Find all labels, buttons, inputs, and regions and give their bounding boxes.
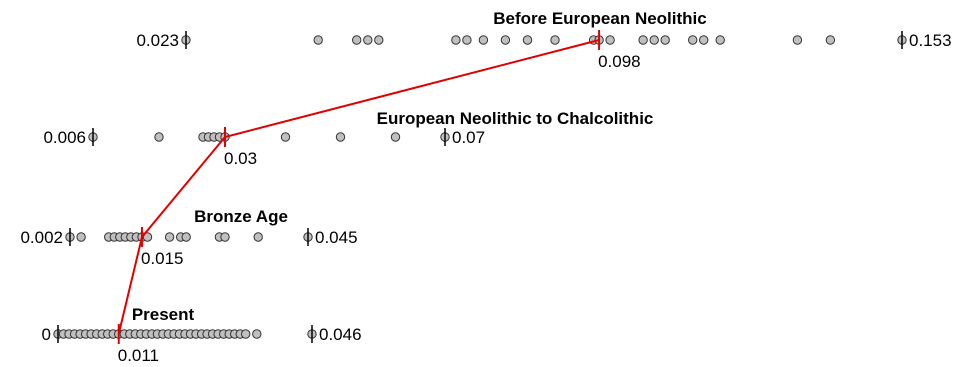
- data-point-european-neolithic-to-chalcolithic: [335, 132, 346, 142]
- min-label-bronze-age: 0.002: [20, 228, 63, 247]
- data-point-before-european-neolithic: [715, 35, 725, 45]
- max-label-before-european-neolithic: 0.153: [909, 31, 952, 50]
- data-point-before-european-neolithic: [550, 35, 560, 45]
- data-point-before-european-neolithic: [478, 35, 489, 45]
- data-point-before-european-neolithic: [500, 35, 511, 45]
- median-label-before-european-neolithic: 0.098: [598, 52, 641, 71]
- data-point-before-european-neolithic: [605, 35, 615, 45]
- data-point-before-european-neolithic: [522, 35, 533, 45]
- data-point-present: [241, 329, 251, 339]
- max-label-present: 0.046: [319, 325, 362, 344]
- data-point-before-european-neolithic: [688, 35, 698, 45]
- data-point-before-european-neolithic: [313, 35, 323, 45]
- series-title-present: Present: [132, 305, 195, 324]
- data-point-before-european-neolithic: [352, 35, 362, 45]
- data-point-before-european-neolithic: [825, 35, 836, 45]
- max-label-bronze-age: 0.045: [315, 228, 358, 247]
- data-point-bronze-age: [253, 232, 263, 242]
- median-label-european-neolithic-to-chalcolithic: 0.03: [224, 149, 257, 168]
- series-title-bronze-age: Bronze Age: [194, 207, 288, 226]
- data-point-before-european-neolithic: [649, 35, 659, 45]
- data-point-present: [252, 329, 262, 339]
- data-point-bronze-age: [76, 232, 86, 242]
- series-title-before-european-neolithic: Before European Neolithic: [493, 9, 706, 28]
- min-label-before-european-neolithic: 0.023: [136, 31, 179, 50]
- data-point-before-european-neolithic: [462, 35, 472, 45]
- min-label-european-neolithic-to-chalcolithic: 0.006: [43, 128, 86, 147]
- data-point-before-european-neolithic: [792, 35, 803, 45]
- data-point-bronze-age: [181, 232, 191, 242]
- data-point-bronze-age: [164, 232, 175, 242]
- data-point-before-european-neolithic: [699, 35, 709, 45]
- median-trend-line: [117, 39, 600, 335]
- median-label-present: 0.011: [118, 346, 159, 365]
- data-point-european-neolithic-to-chalcolithic: [154, 132, 164, 142]
- data-point-before-european-neolithic: [638, 35, 648, 45]
- data-point-before-european-neolithic: [374, 35, 384, 45]
- data-point-european-neolithic-to-chalcolithic: [390, 132, 401, 142]
- data-point-bronze-age: [220, 232, 230, 242]
- data-point-bronze-age: [142, 232, 153, 242]
- median-label-bronze-age: 0.015: [141, 249, 184, 268]
- data-point-before-european-neolithic: [363, 35, 373, 45]
- max-label-european-neolithic-to-chalcolithic: 0.07: [452, 128, 485, 147]
- data-point-before-european-neolithic: [451, 35, 461, 45]
- series-title-european-neolithic-to-chalcolithic: European Neolithic to Chalcolithic: [377, 109, 654, 128]
- data-point-european-neolithic-to-chalcolithic: [280, 132, 291, 142]
- min-label-present: 0: [42, 325, 51, 344]
- data-point-before-european-neolithic: [660, 35, 670, 45]
